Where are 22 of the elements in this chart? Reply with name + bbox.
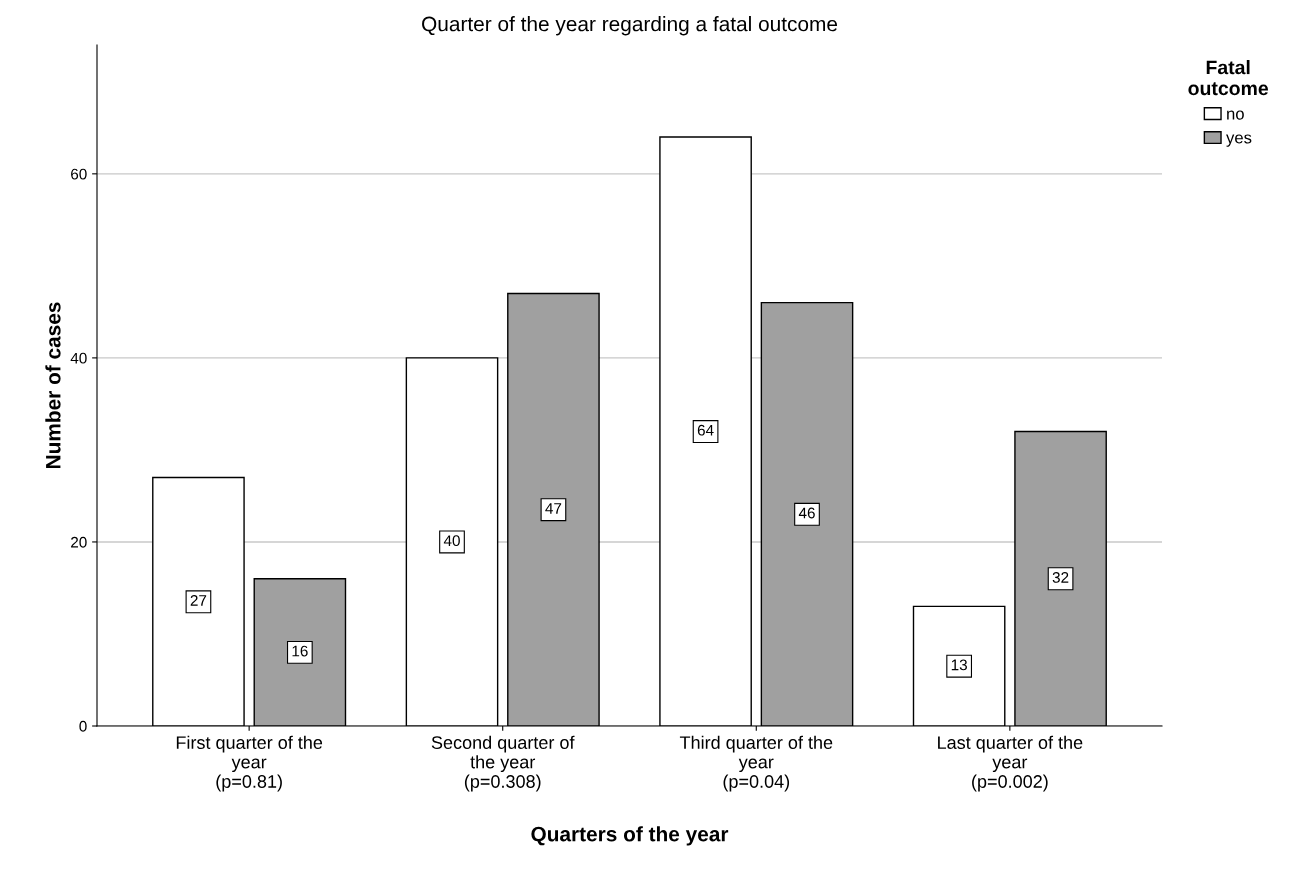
y-axis-title: Number of cases <box>45 302 61 469</box>
x-tick-label: First quarter of the year (p=0.81) <box>176 735 323 792</box>
chart-title: Quarter of the year regarding a fatal outcome <box>422 16 838 36</box>
legend-label: yes <box>1226 134 1252 147</box>
y-tick-label: 40 <box>70 352 87 364</box>
data-label: 27 <box>190 595 207 606</box>
data-label: 13 <box>951 659 967 671</box>
data-label: 47 <box>545 503 562 514</box>
data-label: 40 <box>443 535 460 547</box>
y-tick-label: 60 <box>71 168 87 180</box>
x-tick-label: Last quarter of the year (p=0.002) <box>938 735 1083 792</box>
x-tick-label: Third quarter of the year (p=0.04) <box>679 735 833 792</box>
legend-title: Fatal outcome <box>1188 60 1269 96</box>
y-tick-label: 20 <box>71 536 87 548</box>
legend-label: no <box>1227 110 1244 120</box>
data-label: 32 <box>1052 572 1069 583</box>
data-label: 64 <box>697 424 714 436</box>
data-label: 46 <box>798 507 815 519</box>
data-label: 16 <box>292 645 308 657</box>
x-axis-title: Quarters of the year <box>531 826 729 846</box>
x-tick-label: Second quarter of the year (p=0.308) <box>431 735 575 792</box>
y-tick-label: 0 <box>79 720 87 732</box>
